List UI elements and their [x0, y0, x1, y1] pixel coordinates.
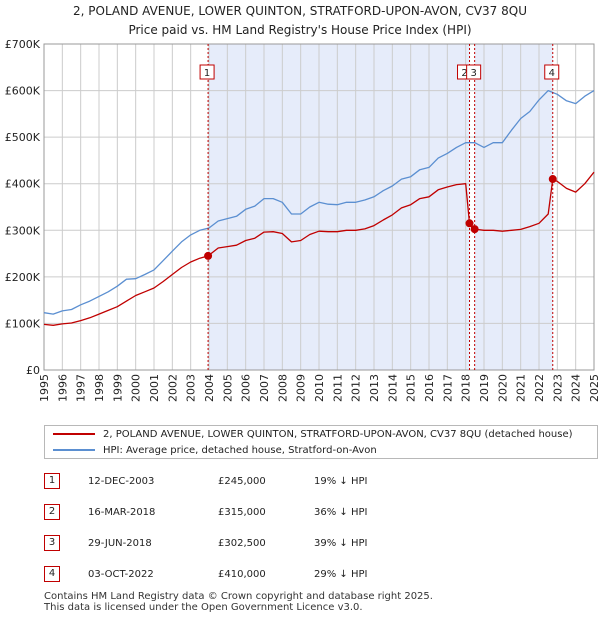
sale-row: 4 03-OCT-2022 £410,000 29% ↓ HPI: [44, 566, 600, 584]
shaded-region: [208, 44, 470, 370]
sale-number-badge: 3: [44, 535, 60, 551]
sale-date: 16-MAR-2018: [88, 507, 156, 518]
sale-marker-box: [199, 64, 215, 80]
footer-line1: Contains HM Land Registry data © Crown c…: [44, 591, 433, 602]
x-tick-label: 1999: [111, 374, 124, 402]
legend-item-property: 2, POLAND AVENUE, LOWER QUINTON, STRATFO…: [53, 427, 573, 443]
x-axis: 1995 1996 1997 1998 1999 2000 2001 2002 2003 2004…: [38, 374, 600, 402]
sale-points: [204, 175, 557, 260]
y-tick-label: £500K: [5, 131, 41, 144]
sale-hpi-diff: 29% ↓ HPI: [314, 569, 368, 580]
shaded-region: [474, 44, 553, 370]
x-tick-label: 2022: [533, 374, 546, 402]
x-tick-label: 2019: [478, 374, 491, 402]
x-tick-label: 2001: [148, 374, 161, 402]
chart-title-line1: 2, POLAND AVENUE, LOWER QUINTON, STRATFO…: [73, 4, 527, 18]
sale-price: £315,000: [218, 507, 266, 518]
legend-swatch-hpi: [53, 449, 95, 451]
y-tick-label: £200K: [5, 271, 41, 284]
sale-marker-label: 2: [461, 68, 467, 79]
x-tick-label: 2007: [258, 374, 271, 402]
sale-price: £302,500: [218, 538, 266, 549]
sale-price: £245,000: [218, 476, 266, 487]
x-tick-label: 2023: [551, 374, 564, 402]
chart-title: 2, POLAND AVENUE, LOWER QUINTON, STRATFO…: [0, 2, 600, 40]
x-tick-label: 2014: [386, 374, 399, 402]
x-tick-label: 2006: [240, 374, 253, 402]
sale-date: 03-OCT-2022: [88, 569, 154, 580]
x-tick-label: 1996: [56, 374, 69, 402]
x-tick-label: 2025: [588, 374, 600, 402]
x-tick-label: 2024: [570, 374, 583, 402]
x-tick-label: 2013: [368, 374, 381, 402]
sale-number-badge: 1: [44, 473, 60, 489]
sale-row: 1 12-DEC-2003 £245,000 19% ↓ HPI: [44, 473, 600, 491]
hpi-line: [43, 89, 595, 315]
sale-number-badge: 4: [44, 566, 60, 582]
x-tick-label: 2009: [295, 374, 308, 402]
x-tick-label: 2011: [331, 374, 344, 402]
sale-marker-label: 3: [470, 68, 476, 79]
legend-item-hpi: HPI: Average price, detached house, Stra…: [53, 443, 377, 459]
x-tick-label: 2003: [185, 374, 198, 402]
legend: 2, POLAND AVENUE, LOWER QUINTON, STRATFO…: [44, 425, 598, 459]
sale-hpi-diff: 19% ↓ HPI: [314, 476, 368, 487]
sale-date: 29-JUN-2018: [88, 538, 152, 549]
x-tick-label: 1995: [38, 374, 51, 402]
sale-date: 12-DEC-2003: [88, 476, 155, 487]
sale-point: [548, 175, 557, 184]
y-tick-label: £400K: [5, 178, 41, 191]
chart-title-line2: Price paid vs. HM Land Registry's House …: [128, 23, 472, 37]
legend-swatch-property: [53, 433, 95, 435]
y-tick-label: £600K: [5, 85, 41, 98]
x-tick-label: 2004: [203, 374, 216, 402]
sale-price: £410,000: [218, 569, 266, 580]
sale-point: [470, 225, 479, 234]
x-tick-label: 2016: [423, 374, 436, 402]
y-tick-label: £300K: [5, 224, 41, 237]
x-tick-label: 2008: [276, 374, 289, 402]
legend-label-property: 2, POLAND AVENUE, LOWER QUINTON, STRATFO…: [103, 429, 573, 440]
footer-line2: This data is licensed under the Open Gov…: [44, 602, 363, 613]
sale-marker-label: 1: [204, 68, 210, 79]
legend-label-hpi: HPI: Average price, detached house, Stra…: [103, 445, 377, 456]
sale-hpi-diff: 36% ↓ HPI: [314, 507, 368, 518]
sale-marker-box: [466, 64, 482, 80]
plot-border: [43, 43, 595, 371]
grid: [43, 43, 595, 371]
sale-row: 2 16-MAR-2018 £315,000 36% ↓ HPI: [44, 504, 600, 522]
sale-marker-box: [544, 64, 560, 80]
x-tick-label: 2018: [460, 374, 473, 402]
x-tick-label: 2015: [405, 374, 418, 402]
x-tick-label: 1997: [75, 374, 88, 402]
y-axis: £0 £100K £200K £300K £400K £500K £600K £700K: [5, 38, 41, 377]
x-tick-label: 1998: [93, 374, 106, 402]
y-tick-label: £700K: [5, 38, 41, 51]
x-tick-label: 2017: [441, 374, 454, 402]
footer: Contains HM Land Registry data © Crown c…: [44, 591, 433, 613]
x-tick-label: 2020: [496, 374, 509, 402]
sale-point: [465, 219, 474, 228]
y-tick-label: £0: [26, 364, 40, 377]
sale-number-badge: 2: [44, 504, 60, 520]
x-tick-label: 2002: [166, 374, 179, 402]
y-tick-label: £100K: [5, 317, 41, 330]
sale-hpi-diff: 39% ↓ HPI: [314, 538, 368, 549]
x-tick-label: 2000: [130, 374, 143, 402]
sale-marker-label: 4: [549, 68, 555, 79]
series-lines: [43, 89, 595, 326]
x-tick-label: 2012: [350, 374, 363, 402]
x-tick-label: 2021: [515, 374, 528, 402]
property-price-line: [43, 171, 595, 326]
x-tick-label: 2005: [221, 374, 234, 402]
shaded-regions: [208, 44, 553, 370]
sale-row: 3 29-JUN-2018 £302,500 39% ↓ HPI: [44, 535, 600, 553]
x-tick-label: 2010: [313, 374, 326, 402]
sale-point: [204, 251, 213, 260]
